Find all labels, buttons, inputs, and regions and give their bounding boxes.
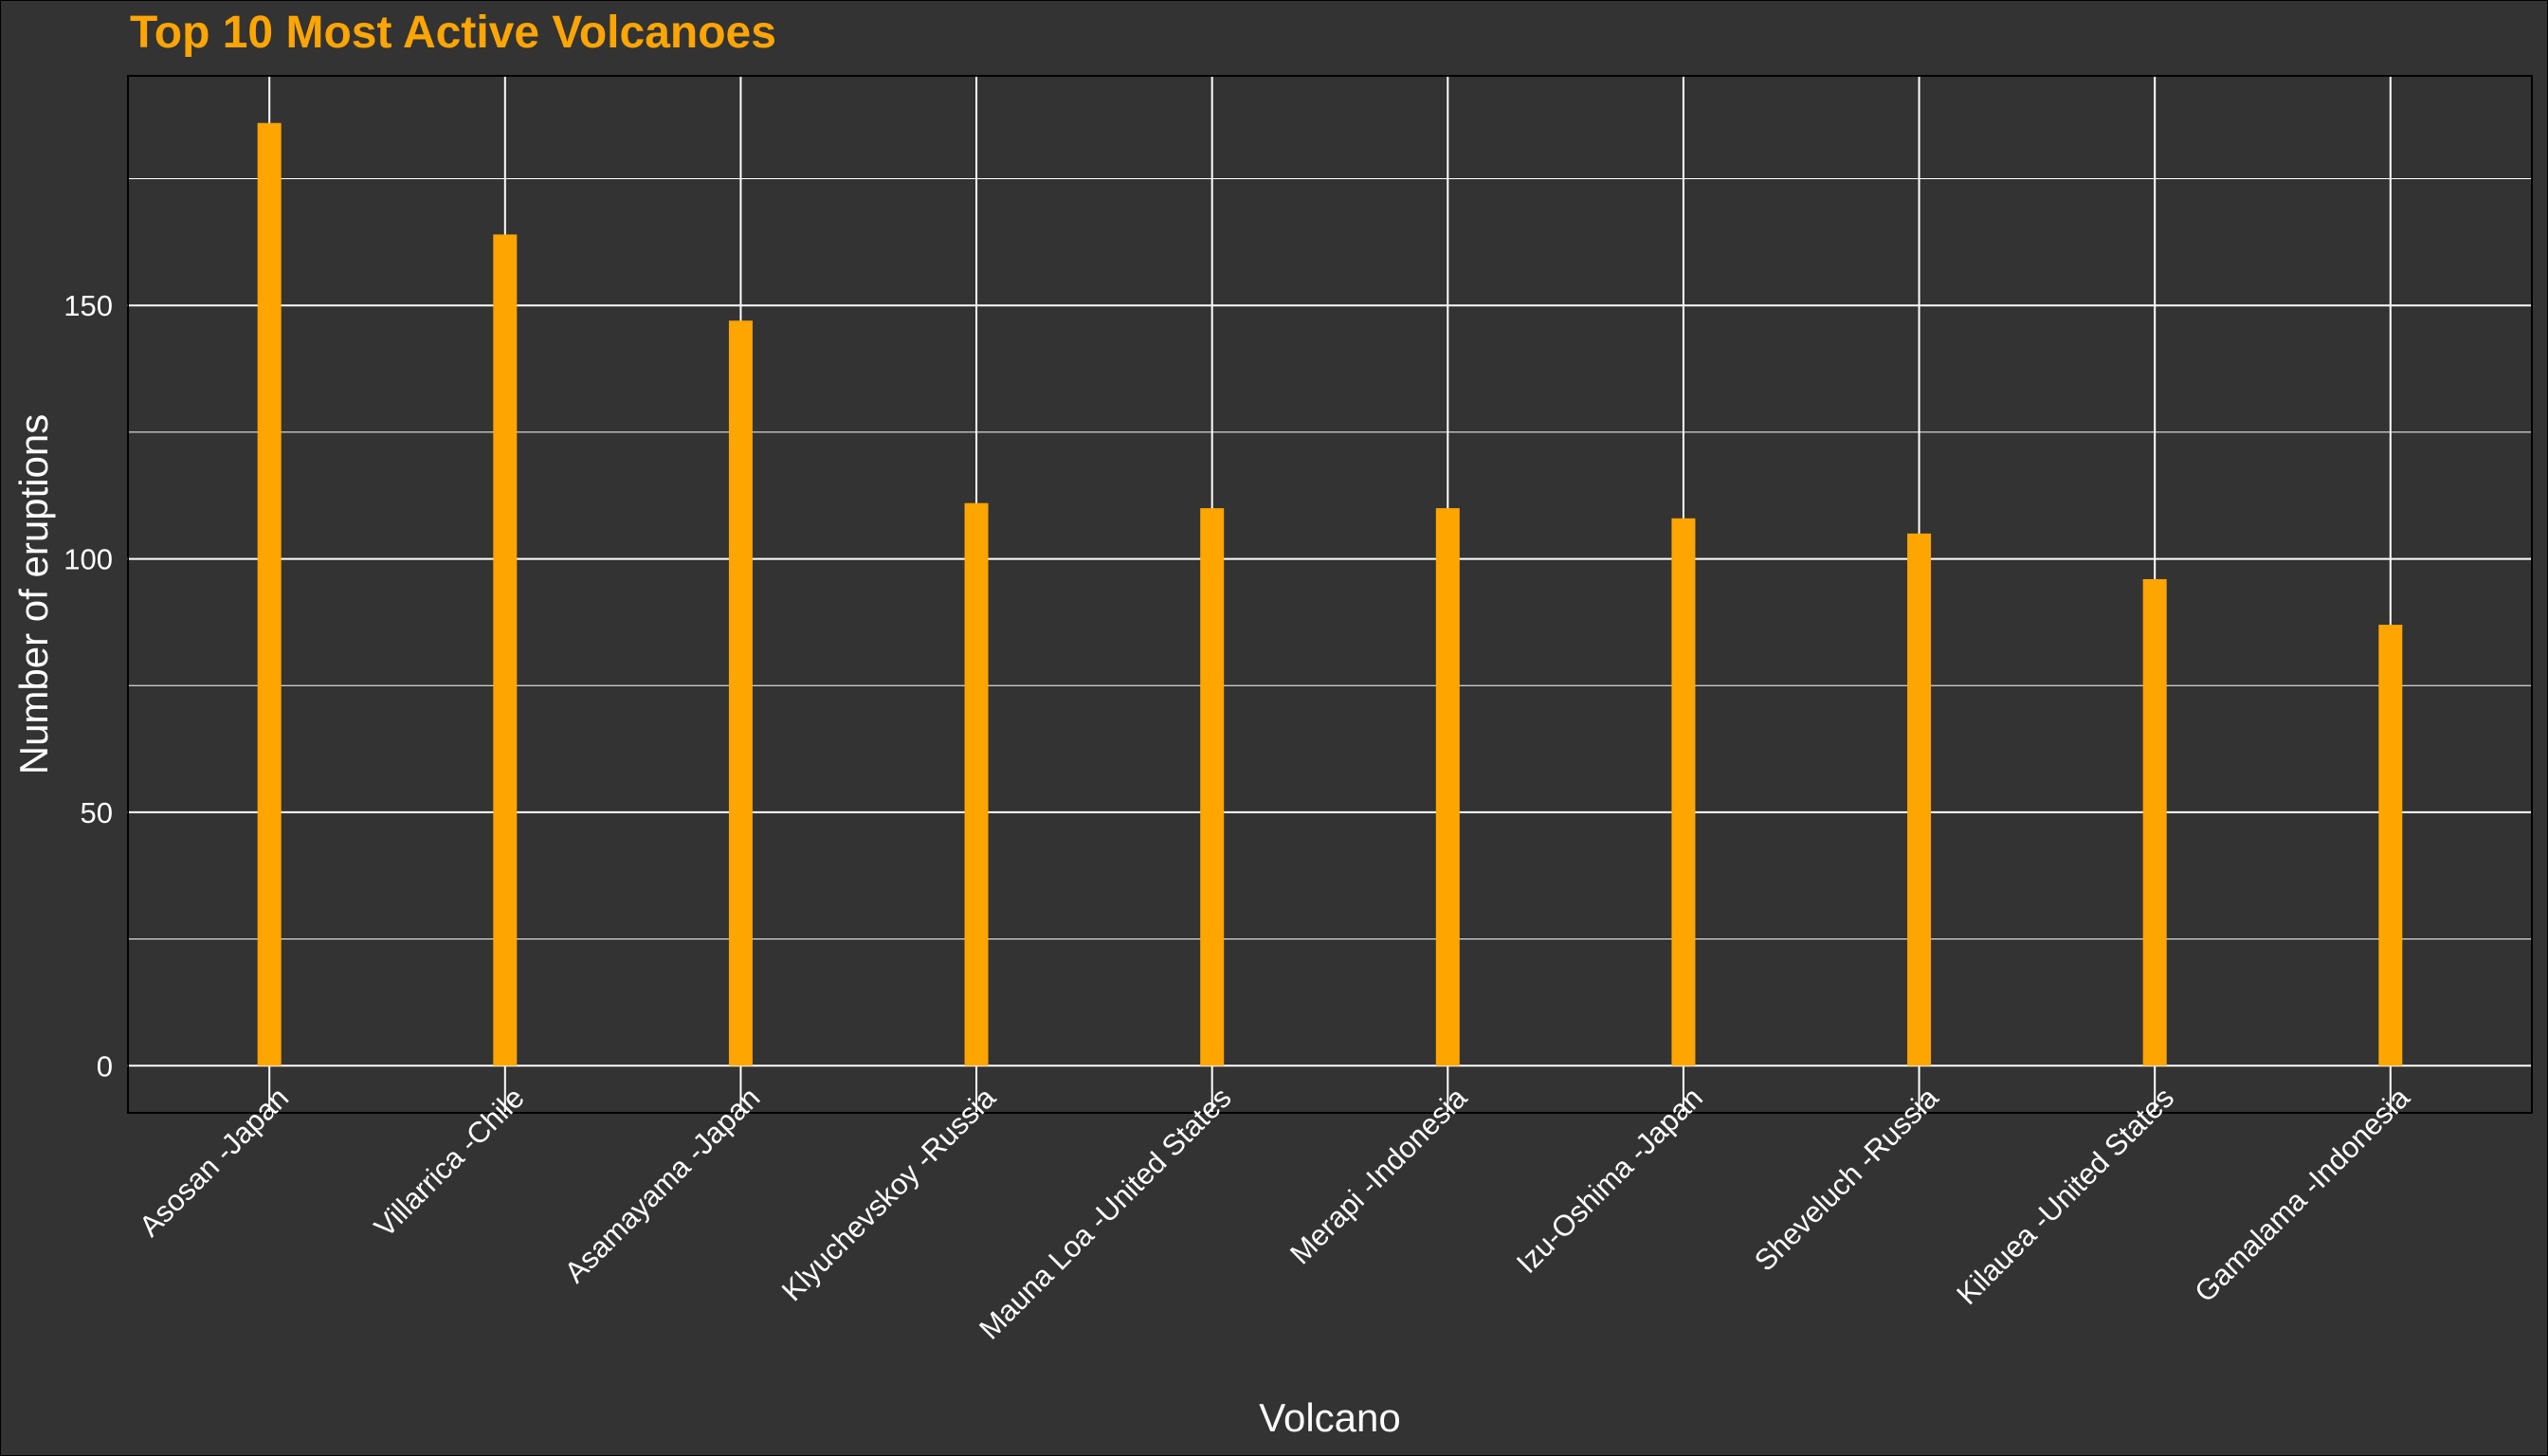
y-tick-label: 50 bbox=[81, 796, 113, 829]
bar bbox=[1671, 518, 1696, 1066]
chart-title: Top 10 Most Active Volcanoes bbox=[130, 8, 776, 58]
y-tick-label: 0 bbox=[97, 1049, 113, 1083]
bar bbox=[257, 122, 282, 1066]
x-axis-title: Volcano bbox=[1259, 1395, 1400, 1440]
y-tick-label: 100 bbox=[64, 543, 113, 576]
bars bbox=[257, 122, 2403, 1066]
bar bbox=[728, 320, 753, 1066]
bar bbox=[493, 234, 518, 1066]
bar bbox=[1435, 508, 1460, 1066]
y-axis-ticks: 0 50 100 150 bbox=[64, 289, 128, 1083]
bar bbox=[1907, 533, 1932, 1066]
y-axis-title: Number of eruptions bbox=[11, 414, 56, 775]
bar bbox=[964, 502, 989, 1066]
bar bbox=[2378, 625, 2403, 1066]
bar bbox=[1200, 508, 1225, 1066]
plot-panel-border bbox=[127, 75, 2533, 1114]
y-tick-label: 150 bbox=[64, 289, 113, 322]
bar bbox=[2142, 578, 2167, 1066]
